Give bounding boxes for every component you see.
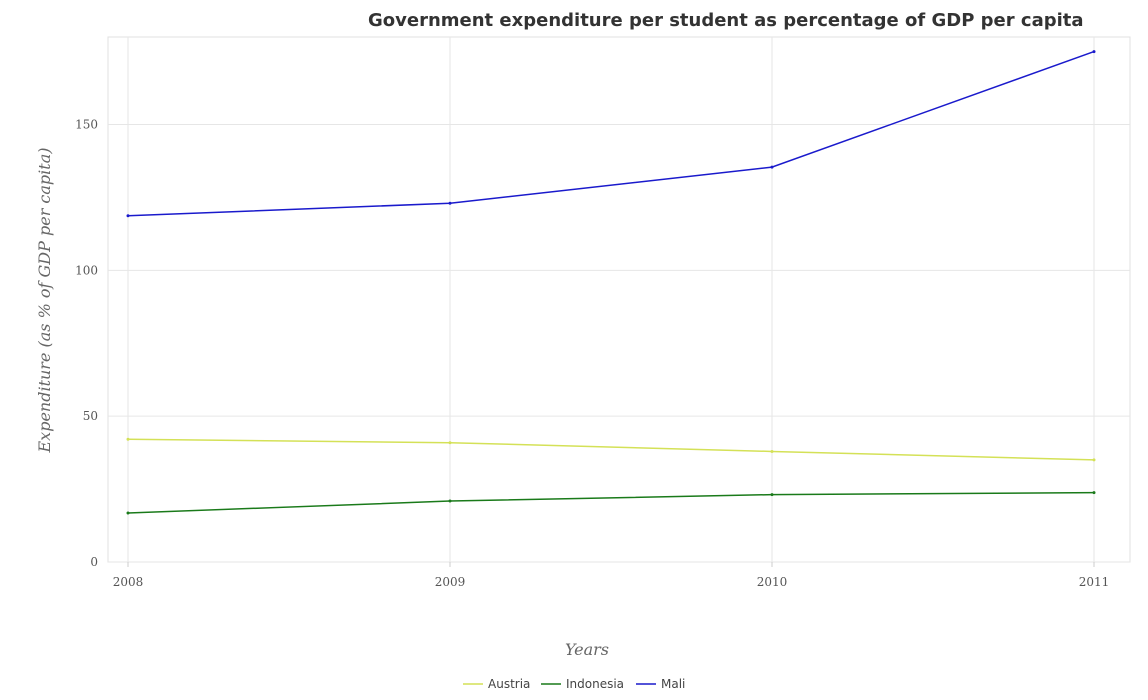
series-line-indonesia <box>127 491 1095 514</box>
data-point <box>126 511 130 515</box>
data-point <box>448 499 452 503</box>
y-tick-label: 100 <box>75 263 98 277</box>
data-point <box>770 493 774 497</box>
axes: 0 50 100 150 2008 2009 2010 2011 <box>75 118 1109 590</box>
x-tick-label: 2010 <box>757 575 788 589</box>
y-tick-label: 50 <box>83 409 98 423</box>
data-point <box>126 214 130 218</box>
data-point <box>770 449 774 453</box>
chart-title: Government expenditure per student as pe… <box>368 10 1084 31</box>
data-point <box>1092 50 1096 54</box>
legend: Austria Indonesia Mali <box>463 677 685 691</box>
data-point <box>448 201 452 205</box>
series-line-austria <box>127 438 1095 461</box>
data-point <box>126 437 130 441</box>
legend-label-austria: Austria <box>488 677 530 691</box>
data-point <box>448 441 452 445</box>
grid <box>107 36 1131 563</box>
y-tick-label: 150 <box>75 118 98 132</box>
x-tick-label: 2011 <box>1079 575 1110 589</box>
series-group <box>126 50 1096 515</box>
x-tick-label: 2008 <box>113 575 144 589</box>
legend-label-indonesia: Indonesia <box>566 677 624 691</box>
y-axis-label: Expenditure (as % of GDP per capita) <box>35 148 54 454</box>
data-point <box>1092 491 1096 495</box>
series-line-mali <box>127 50 1095 217</box>
x-axis-label: Years <box>565 640 609 659</box>
y-tick-label: 0 <box>90 555 98 569</box>
data-point <box>770 165 774 169</box>
data-point <box>1092 458 1096 462</box>
plot-border <box>107 36 1131 563</box>
x-tick-label: 2009 <box>435 575 466 589</box>
legend-label-mali: Mali <box>661 677 685 691</box>
